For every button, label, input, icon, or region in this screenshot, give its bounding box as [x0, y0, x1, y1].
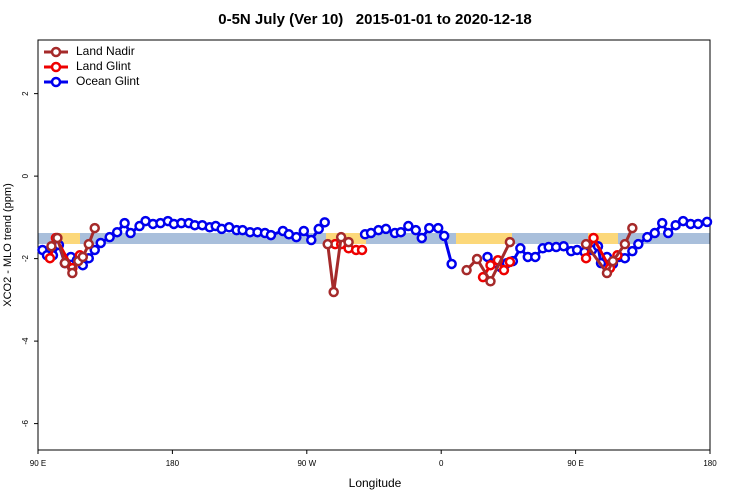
point: [461, 264, 472, 276]
point: [313, 223, 324, 235]
point: [424, 222, 435, 234]
point: [44, 252, 56, 264]
point: [77, 251, 89, 263]
y-tick-label: 0: [21, 173, 30, 178]
point: [633, 238, 644, 250]
point: [482, 251, 493, 263]
y-tick-label: 2: [21, 91, 30, 96]
legend-label: Land Nadir: [76, 44, 135, 58]
point: [403, 220, 414, 232]
point: [601, 267, 613, 279]
chart-title: 0-5N July (Ver 10) 2015-01-01 to 2020-12…: [218, 11, 532, 28]
point: [619, 238, 631, 250]
point: [380, 223, 392, 235]
x-axis-label: Longitude: [349, 476, 402, 490]
point: [530, 251, 541, 263]
point: [319, 217, 330, 228]
point: [89, 244, 100, 256]
point: [627, 245, 638, 257]
point: [701, 216, 713, 228]
legend-marker: [50, 76, 62, 88]
y-tick-label: -4: [21, 337, 30, 345]
point: [649, 227, 660, 239]
point: [59, 257, 71, 269]
point: [125, 227, 136, 239]
point: [627, 222, 638, 234]
plot-frame: [37, 39, 711, 451]
y-axis-label: XCO2 - MLO trend (ppm): [2, 183, 14, 306]
point: [485, 276, 496, 287]
point: [265, 229, 277, 241]
land-band: [588, 233, 618, 244]
point: [432, 222, 444, 234]
series-line: [50, 227, 634, 293]
y-tick-label: -2: [21, 255, 30, 263]
ocean-band: [38, 233, 710, 244]
legend-marker: [50, 61, 62, 73]
y-tick-label: -6: [21, 420, 30, 428]
point: [89, 222, 100, 234]
point: [504, 236, 516, 248]
legend-marker: [50, 46, 62, 58]
land-band: [56, 233, 80, 244]
legend-label: Land Glint: [76, 59, 131, 73]
point: [580, 252, 592, 264]
point: [485, 259, 496, 271]
point: [692, 218, 704, 230]
point: [52, 232, 63, 244]
point: [662, 227, 674, 239]
point: [95, 237, 106, 249]
legend-label: Ocean Glint: [76, 74, 140, 88]
point: [642, 231, 653, 243]
x-tick-label: 180: [703, 459, 717, 468]
point: [119, 217, 130, 229]
point: [322, 238, 333, 250]
point: [670, 219, 681, 231]
point: [328, 286, 339, 298]
point: [395, 226, 407, 238]
point: [67, 267, 78, 279]
point: [111, 226, 123, 238]
point: [104, 231, 115, 243]
point: [558, 240, 569, 252]
point: [588, 232, 599, 244]
point: [416, 232, 428, 244]
point: [335, 231, 347, 243]
point: [46, 240, 57, 252]
point: [291, 231, 302, 243]
point: [410, 224, 422, 236]
point: [504, 256, 516, 268]
point: [471, 253, 483, 265]
x-tick-label: 90 W: [297, 459, 316, 468]
point: [607, 255, 619, 267]
x-tick-label: 90 E: [567, 459, 583, 468]
point: [446, 258, 457, 270]
point: [656, 217, 668, 229]
point: [515, 243, 526, 254]
point: [343, 236, 354, 248]
x-tick-label: 0: [439, 459, 444, 468]
point: [498, 264, 510, 276]
point: [356, 244, 368, 256]
point: [298, 225, 310, 237]
point: [306, 234, 317, 246]
point: [580, 238, 592, 250]
x-tick-label: 180: [166, 459, 180, 468]
x-tick-label: 90 E: [30, 459, 46, 468]
point: [438, 230, 450, 242]
land-band: [456, 233, 512, 244]
point: [83, 238, 95, 250]
